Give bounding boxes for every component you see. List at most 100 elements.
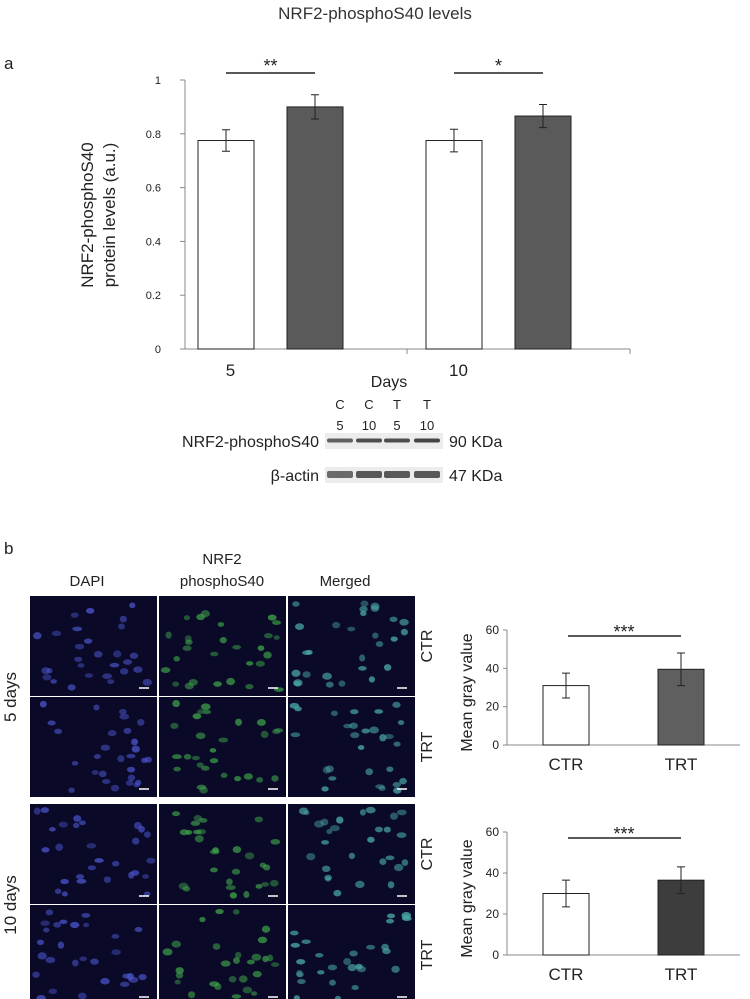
cell-nucleus [84, 673, 94, 678]
micrograph-panel [159, 804, 286, 904]
blot-lane-day: 5 [393, 418, 400, 433]
cell-nucleus [118, 623, 125, 630]
cell-nucleus [201, 765, 210, 771]
cell-nucleus [219, 637, 227, 644]
cell-nucleus [243, 891, 250, 899]
cell-nucleus [301, 939, 311, 944]
cell-nucleus [386, 766, 394, 772]
cell-nucleus [192, 713, 202, 720]
blot-band [327, 438, 353, 443]
micro-group-label: 10 days [1, 875, 20, 935]
blot-band [356, 471, 382, 478]
cell-nucleus [67, 684, 76, 691]
panel-b-5days-error-bar [562, 672, 570, 699]
panel-a-error-bar [539, 103, 547, 129]
cell-nucleus [59, 919, 68, 925]
cell-nucleus [122, 973, 131, 979]
cell-nucleus [296, 959, 306, 965]
blot-lane-group: C [364, 397, 373, 412]
cell-nucleus [390, 636, 398, 642]
cell-nucleus [193, 815, 203, 822]
cell-nucleus [36, 995, 46, 999]
cell-nucleus [385, 855, 395, 861]
cell-nucleus [196, 828, 207, 835]
cell-nucleus [257, 645, 265, 651]
cell-nucleus [235, 951, 242, 959]
blot-lane-group: T [393, 397, 401, 412]
cell-nucleus [359, 809, 366, 816]
cell-nucleus [399, 618, 409, 626]
cell-nucleus [328, 776, 337, 781]
cell-nucleus [72, 626, 83, 632]
cell-nucleus [358, 666, 367, 671]
cell-nucleus [142, 874, 150, 879]
cell-nucleus [348, 852, 356, 860]
cell-nucleus [359, 654, 366, 662]
blot-band [384, 438, 410, 443]
cell-nucleus [132, 837, 140, 845]
cell-nucleus [231, 994, 242, 999]
panel-a-y-axis-label: NRF2-phosphoS40 protein levels (a.u.) [78, 142, 119, 288]
panel-b-5days-y-tick-label: 20 [486, 700, 500, 714]
cell-nucleus [83, 638, 93, 644]
cell-nucleus [232, 846, 242, 854]
cell-nucleus [322, 766, 331, 774]
cell-nucleus [349, 722, 358, 729]
panel-a-y-tick-label: 0.6 [146, 183, 161, 195]
cell-nucleus [86, 843, 97, 849]
cell-nucleus [259, 862, 267, 868]
cell-nucleus [202, 709, 212, 715]
cell-nucleus [289, 930, 299, 936]
cell-nucleus [174, 979, 181, 985]
cell-nucleus [292, 601, 300, 607]
panel-a-x-tick-label: 10 [449, 361, 468, 380]
cell-nucleus [86, 607, 95, 614]
panel-b-5days-error-bar [677, 652, 685, 687]
panel-b-10days-x-tick-label: TRT [665, 965, 698, 984]
cell-nucleus [255, 660, 265, 667]
cell-nucleus [225, 885, 236, 891]
cell-nucleus [243, 773, 253, 780]
cell-nucleus [81, 912, 91, 918]
panel-a-significance-label: ** [263, 56, 277, 76]
cell-nucleus [330, 710, 338, 717]
cell-nucleus [314, 820, 325, 828]
cell-nucleus [367, 836, 375, 843]
panel-a-bar [514, 115, 572, 350]
panel-a-y-tick-label: 0.4 [146, 236, 161, 248]
cell-nucleus [197, 709, 205, 715]
cell-nucleus [387, 881, 395, 889]
cell-nucleus [317, 970, 325, 975]
cell-nucleus [385, 918, 395, 924]
panel-b-5days-y-tick-label: 40 [486, 661, 500, 675]
cell-nucleus [213, 681, 222, 687]
panel-b-5days-x-tick-label: CTR [549, 755, 584, 774]
cell-nucleus [127, 766, 136, 773]
cell-nucleus [70, 612, 79, 618]
cell-nucleus [263, 651, 272, 659]
cell-nucleus [264, 632, 273, 639]
cell-nucleus [196, 762, 204, 768]
cell-nucleus [133, 666, 143, 673]
cell-nucleus [291, 669, 301, 677]
cell-nucleus [338, 680, 346, 687]
cell-nucleus [397, 720, 405, 726]
micrograph-panel [30, 804, 157, 904]
micro-row-label: CTR [419, 630, 436, 663]
cell-nucleus [173, 656, 180, 662]
micro-col-header-nrf2: NRF2 [202, 551, 241, 568]
cell-nucleus [273, 728, 284, 733]
cell-nucleus [119, 668, 129, 675]
cell-nucleus [375, 641, 384, 647]
panel-b-10days-error-bar [677, 866, 685, 894]
cell-nucleus [379, 734, 387, 742]
cell-nucleus [329, 825, 340, 832]
cell-nucleus [261, 925, 271, 933]
cell-nucleus [234, 776, 242, 782]
micro-col-header-merged: Merged [320, 573, 371, 590]
cell-nucleus [226, 677, 236, 686]
cell-nucleus [111, 934, 120, 939]
cell-nucleus [254, 816, 263, 823]
cell-nucleus [55, 843, 64, 851]
